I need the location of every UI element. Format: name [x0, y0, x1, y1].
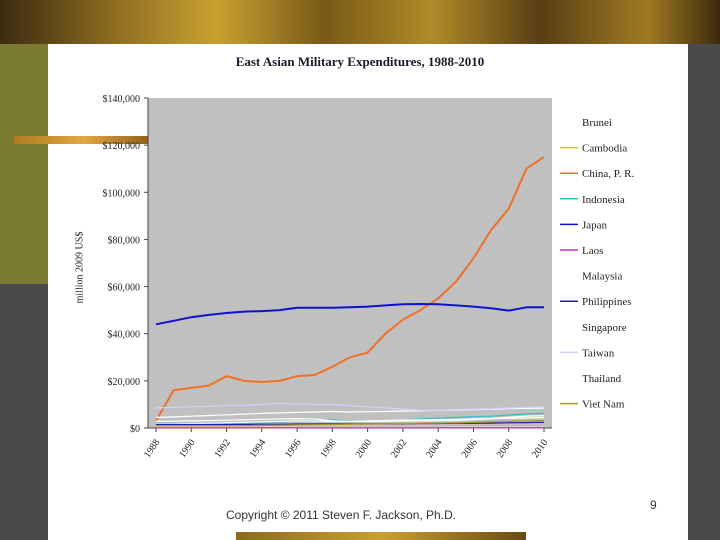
x-tick-label: 2002 [389, 437, 409, 460]
legend-label: Philippines [582, 296, 632, 308]
series-line-thailand [155, 415, 545, 422]
x-tick-label: 1996 [283, 437, 303, 460]
y-tick-label: $0 [130, 424, 140, 435]
decorative-gold-stripe [14, 136, 154, 144]
legend-label: Thailand [582, 373, 622, 385]
decorative-left-bar [0, 44, 48, 284]
series-line-china-p-r [155, 156, 545, 422]
x-tick-label: 1998 [318, 437, 338, 460]
legend-label: Brunei [582, 117, 612, 129]
legend-label: Japan [582, 219, 608, 231]
legend-label: China, P. R. [582, 168, 635, 180]
x-tick-label: 1994 [248, 437, 268, 460]
legend-label: Singapore [582, 322, 627, 334]
y-tick-label: $120,000 [103, 141, 141, 152]
legend-label: Cambodia [582, 143, 627, 155]
y-tick-label: $40,000 [108, 330, 141, 341]
page-number: 9 [650, 498, 657, 512]
x-tick-label: 1992 [213, 437, 233, 460]
copyright-text: Copyright © 2011 Steven F. Jackson, Ph.D… [226, 508, 457, 522]
y-tick-label: $100,000 [103, 188, 141, 199]
series-line-japan [155, 303, 544, 326]
y-tick-label: $140,000 [103, 94, 141, 105]
decorative-bottom-strip [236, 532, 526, 540]
x-tick-label: 2008 [495, 437, 515, 460]
x-tick-label: 2006 [459, 437, 479, 460]
x-tick-label: 1988 [142, 437, 162, 460]
x-tick-label: 2010 [530, 437, 550, 460]
y-tick-label: $60,000 [108, 283, 141, 294]
x-tick-label: 2000 [354, 437, 374, 460]
x-tick-label: 2004 [424, 437, 444, 460]
decorative-left-lower [0, 284, 48, 540]
legend-label: Indonesia [582, 194, 625, 206]
legend-label: Taiwan [582, 347, 615, 359]
legend-label: Viet Nam [582, 399, 625, 411]
plot-area [148, 98, 552, 428]
chart-title: East Asian Military Expenditures, 1988-2… [235, 54, 485, 69]
legend-label: Laos [582, 245, 603, 257]
series-line-viet-nam [156, 419, 545, 427]
series-line-taiwan [155, 402, 545, 411]
decorative-top-band [0, 0, 720, 44]
legend-label: Malaysia [582, 271, 622, 283]
y-tick-label: $80,000 [108, 235, 141, 246]
y-tick-label: $20,000 [108, 377, 141, 388]
x-tick-label: 1990 [177, 437, 197, 460]
